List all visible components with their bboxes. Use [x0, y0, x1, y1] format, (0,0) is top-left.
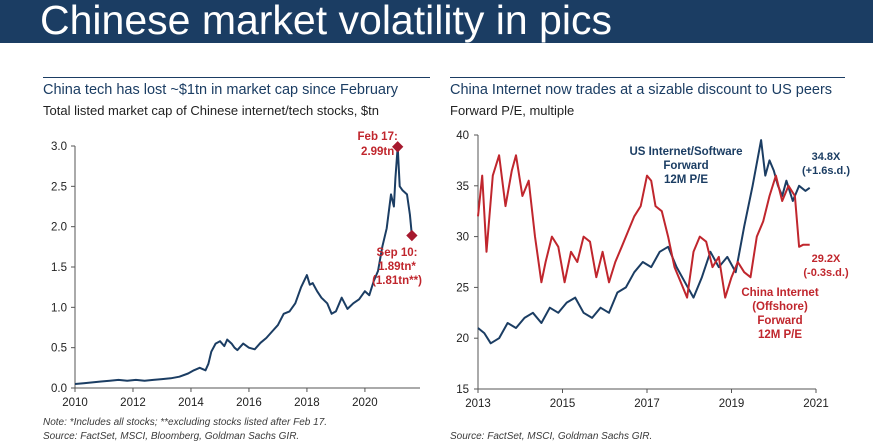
- us-internet-value-label: 34.8X: [812, 151, 841, 163]
- right-y-tick-label: 20: [456, 333, 469, 345]
- page-title: Chinese market volatility in pics: [40, 0, 612, 43]
- left-y-tick-label: 2.0: [51, 222, 67, 234]
- sep10-marker: [406, 229, 418, 242]
- left-chart: 0.0 0.5 1.0 1.5 2.0 2.5 3.0 2010 2012 2014 2016 201…: [51, 131, 422, 409]
- right-chart-title: China Internet now trades at a sizable d…: [450, 82, 833, 98]
- right-chart-subtitle: Forward P/E, multiple: [450, 103, 575, 118]
- china-internet-value-label: 29.2X: [812, 253, 841, 265]
- left-y-tick-label: 2.5: [51, 181, 67, 193]
- right-title-rule: [450, 77, 845, 78]
- right-x-tick-label: 2013: [465, 398, 491, 410]
- left-x-tick-label: 2016: [236, 397, 262, 409]
- left-x-tick-label: 2014: [178, 397, 204, 409]
- feb17-label: Feb 17:: [358, 131, 398, 143]
- banner: Chinese market volatility in pics: [0, 0, 873, 43]
- right-source: Source: FactSet, MSCI, Goldman Sachs GIR…: [450, 431, 653, 442]
- left-y-tick-label: 0.5: [51, 343, 67, 355]
- sep10-value: 1.89tn*: [378, 261, 416, 273]
- left-chart-subtitle: Total listed market cap of Chinese inter…: [43, 103, 380, 118]
- right-y-tick-label: 15: [456, 384, 469, 396]
- left-note: Note: *Includes all stocks; **excluding …: [43, 417, 328, 428]
- china-internet-series-label: (Offshore): [752, 301, 808, 313]
- right-x-tick-label: 2015: [550, 398, 576, 410]
- china-internet-series-line: [477, 154, 810, 299]
- left-y-tick-label: 1.0: [51, 302, 67, 314]
- left-chart-title: China tech has lost ~$1tn in market cap …: [43, 82, 399, 98]
- right-x-tick-label: 2021: [803, 398, 829, 410]
- left-x-tick-label: 2012: [120, 397, 146, 409]
- left-source: Source: FactSet, MSCI, Bloomberg, Goldma…: [43, 431, 300, 442]
- right-chart: 15 20 25 30 35 40 2013 2015 2017 2019 2021 US Inter…: [456, 130, 850, 410]
- china-internet-sd-label: (-0.3s.d.): [803, 267, 849, 279]
- right-y-tick-label: 30: [456, 232, 469, 244]
- left-x-tick-label: 2010: [62, 397, 88, 409]
- left-title-rule: [43, 77, 430, 78]
- right-x-tick-label: 2019: [719, 398, 745, 410]
- left-y-tick-label: 0.0: [51, 383, 67, 395]
- left-y-tick-label: 1.5: [51, 262, 67, 274]
- us-internet-series-line: [477, 139, 811, 345]
- left-series-line: [74, 145, 413, 385]
- china-internet-series-label: 12M P/E: [758, 329, 802, 341]
- right-y-tick-label: 35: [456, 181, 469, 193]
- right-x-tick-label: 2017: [634, 398, 660, 410]
- us-internet-series-label: Forward: [663, 160, 708, 172]
- us-internet-sd-label: (+1.6s.d.): [802, 165, 850, 177]
- right-y-tick-label: 25: [456, 282, 469, 294]
- left-x-tick-label: 2020: [352, 397, 378, 409]
- china-internet-series-label: Forward: [757, 315, 802, 327]
- right-y-tick-label: 40: [456, 130, 469, 142]
- feb17-marker: [392, 141, 404, 153]
- feb17-value: 2.99tn: [361, 146, 394, 158]
- us-internet-series-label: US Internet/Software: [629, 146, 742, 158]
- left-x-tick-label: 2018: [294, 397, 320, 409]
- sep10-label: Sep 10:: [377, 247, 418, 259]
- left-y-tick-label: 3.0: [51, 141, 67, 153]
- china-internet-series-label: China Internet: [741, 287, 818, 299]
- sep10-extra: (1.81tn**): [372, 275, 422, 287]
- us-internet-series-label: 12M P/E: [664, 174, 708, 186]
